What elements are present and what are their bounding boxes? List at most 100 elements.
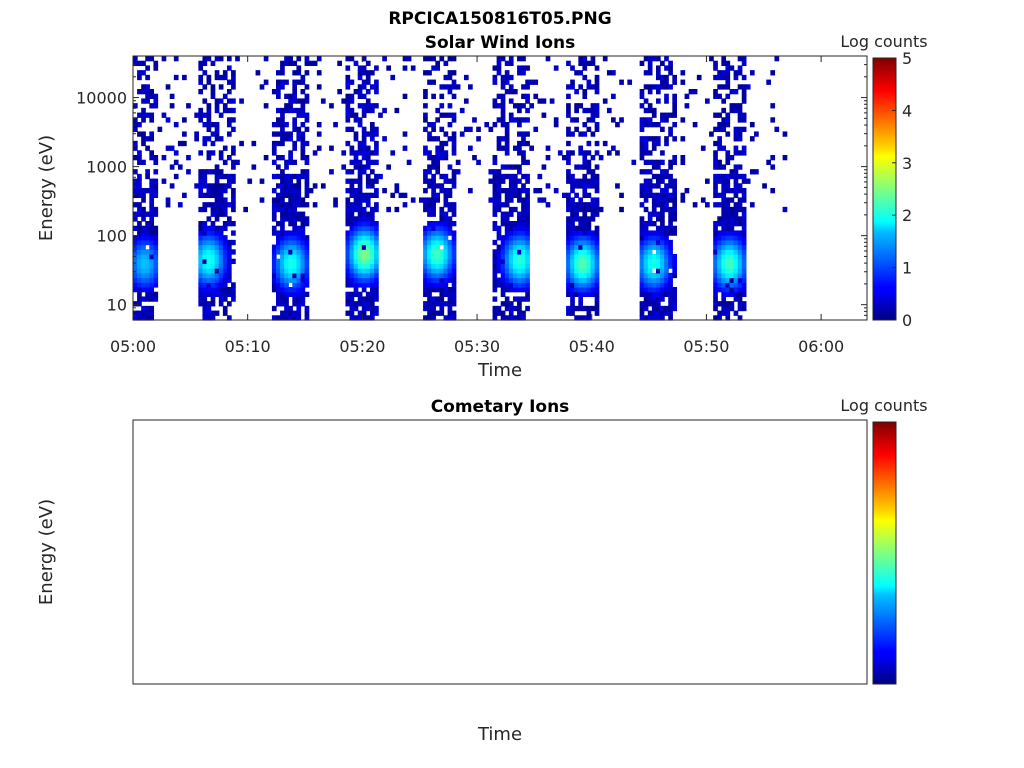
heatmap-cell bbox=[508, 60, 514, 67]
heatmap-cell bbox=[153, 155, 159, 161]
heatmap-cell bbox=[226, 79, 232, 85]
heatmap-cell bbox=[145, 277, 150, 283]
heatmap-cell bbox=[423, 150, 428, 156]
heatmap-cell bbox=[500, 211, 506, 217]
heatmap-cell bbox=[647, 89, 653, 95]
heatmap-cell bbox=[353, 282, 359, 288]
heatmap-cell bbox=[639, 155, 645, 161]
heatmap-cell bbox=[725, 197, 731, 203]
heatmap-cell bbox=[292, 315, 298, 321]
heatmap-cell bbox=[619, 192, 624, 199]
heatmap-cell bbox=[292, 239, 298, 246]
heatmap-cell bbox=[500, 310, 506, 316]
heatmap-cell bbox=[525, 79, 530, 85]
heatmap-cell bbox=[357, 74, 363, 81]
heatmap-cell bbox=[660, 117, 665, 123]
heatmap-cell bbox=[357, 315, 363, 321]
heatmap-cell bbox=[508, 173, 514, 180]
heatmap-cell bbox=[284, 216, 289, 222]
heatmap-cell bbox=[590, 206, 596, 213]
heatmap-cell bbox=[504, 60, 510, 67]
heatmap-cell bbox=[149, 268, 155, 274]
heatmap-cell bbox=[741, 74, 747, 81]
heatmap-cell bbox=[202, 291, 208, 298]
heatmap-cell bbox=[594, 173, 600, 180]
heatmap-cell bbox=[582, 235, 588, 241]
heatmap-cell bbox=[566, 112, 571, 118]
heatmap-cell bbox=[427, 305, 432, 312]
heatmap-cell bbox=[284, 183, 289, 189]
heatmap-cell bbox=[365, 192, 371, 199]
heatmap-cell bbox=[578, 254, 584, 260]
heatmap-cell bbox=[594, 305, 600, 312]
heatmap-cell bbox=[141, 216, 146, 222]
heatmap-cell bbox=[288, 136, 293, 142]
heatmap-cell bbox=[198, 206, 204, 213]
heatmap-cell bbox=[271, 216, 277, 222]
heatmap-cell bbox=[149, 192, 155, 199]
heatmap-cell bbox=[651, 221, 657, 227]
heatmap-cell bbox=[292, 291, 298, 298]
heatmap-cell bbox=[643, 145, 649, 151]
heatmap-cell bbox=[435, 145, 441, 151]
heatmap-cell bbox=[137, 122, 142, 128]
heatmap-cell bbox=[725, 70, 731, 76]
heatmap-cell bbox=[304, 244, 310, 250]
heatmap-cell bbox=[365, 70, 371, 76]
heatmap-cell bbox=[271, 211, 277, 217]
heatmap-cell bbox=[153, 263, 159, 269]
heatmap-cell bbox=[345, 107, 351, 114]
heatmap-cell bbox=[737, 230, 743, 236]
heatmap-cell bbox=[149, 183, 155, 189]
heatmap-cell bbox=[374, 84, 379, 90]
heatmap-cell bbox=[222, 249, 228, 255]
heatmap-cell bbox=[733, 206, 739, 213]
heatmap-cell bbox=[492, 296, 498, 302]
heatmap-cell bbox=[296, 197, 302, 203]
heatmap-cell bbox=[345, 272, 351, 279]
heatmap-cell bbox=[435, 239, 441, 246]
heatmap-cell bbox=[173, 173, 179, 180]
heatmap-cell bbox=[504, 197, 510, 203]
heatmap-cell bbox=[655, 277, 661, 283]
heatmap-cell bbox=[721, 145, 727, 151]
heatmap-cell bbox=[672, 216, 678, 222]
heatmap-cell bbox=[566, 272, 571, 279]
heatmap-cell bbox=[198, 221, 204, 227]
heatmap-cell bbox=[504, 277, 510, 283]
heatmap-cell bbox=[488, 178, 494, 184]
heatmap-cell bbox=[231, 287, 236, 293]
heatmap-cell bbox=[202, 272, 208, 279]
heatmap-cell bbox=[594, 122, 600, 128]
heatmap-cell bbox=[357, 216, 363, 222]
heatmap-cell bbox=[133, 235, 138, 241]
heatmap-cell bbox=[382, 56, 387, 62]
heatmap-cell bbox=[655, 89, 661, 95]
heatmap-cell bbox=[198, 272, 204, 279]
heatmap-cell bbox=[439, 84, 445, 90]
heatmap-cell bbox=[660, 282, 665, 288]
heatmap-cell bbox=[525, 272, 530, 279]
heatmap-cell bbox=[353, 287, 359, 293]
heatmap-cell bbox=[214, 173, 220, 180]
heatmap-cell bbox=[668, 65, 673, 71]
heatmap-cell bbox=[672, 301, 678, 307]
heatmap-cell bbox=[169, 183, 175, 189]
heatmap-cell bbox=[276, 272, 281, 279]
heatmap-cell bbox=[512, 192, 518, 199]
heatmap-cell bbox=[643, 122, 649, 128]
heatmap-cell bbox=[357, 282, 363, 288]
heatmap-cell bbox=[145, 188, 150, 194]
heatmap-cell bbox=[672, 103, 678, 109]
heatmap-cell bbox=[202, 282, 208, 288]
heatmap-cell bbox=[292, 107, 298, 114]
heatmap-cell bbox=[218, 192, 224, 199]
heatmap-cell bbox=[492, 178, 498, 184]
heatmap-cell bbox=[357, 192, 363, 199]
heatmap-cell bbox=[594, 89, 600, 95]
heatmap-cell bbox=[668, 112, 673, 118]
panel-title: Cometary Ions bbox=[431, 397, 570, 417]
heatmap-cell bbox=[300, 136, 306, 142]
heatmap-cell bbox=[586, 230, 592, 236]
heatmap-cell bbox=[647, 221, 653, 227]
